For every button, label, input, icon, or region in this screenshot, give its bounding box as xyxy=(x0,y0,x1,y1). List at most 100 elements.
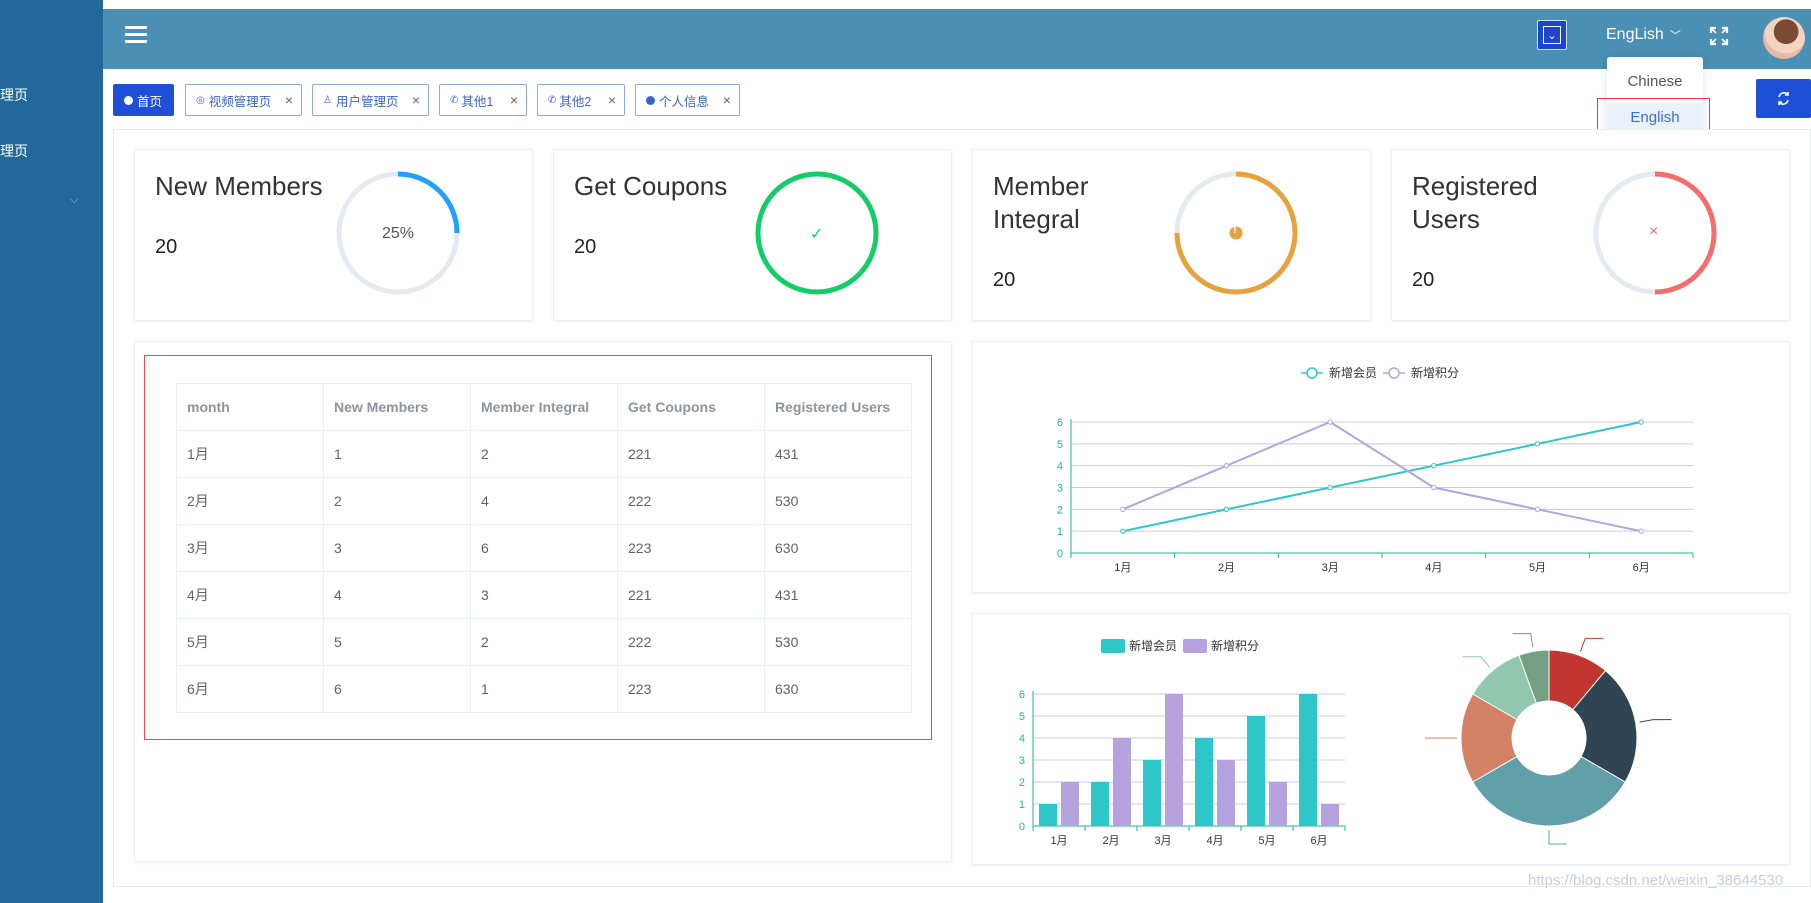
table-cell: 6 xyxy=(323,665,471,713)
table-cell: 630 xyxy=(764,524,912,572)
pie-slice xyxy=(1572,669,1638,783)
close-icon[interactable]: × xyxy=(284,92,293,108)
tab-profile[interactable]: 个人信息 × xyxy=(635,84,740,116)
table-cell: 3 xyxy=(470,571,618,619)
table-row: 6月 6 1 223 630 xyxy=(176,665,912,713)
table-row: 3月 3 6 223 630 xyxy=(176,524,912,572)
x-tick-label: 3月 xyxy=(1322,562,1339,574)
y-tick-label: 6 xyxy=(1057,417,1063,429)
data-point xyxy=(1534,506,1541,513)
language-selector[interactable]: EngLish ﹀ xyxy=(1606,26,1681,44)
bar xyxy=(1113,738,1131,826)
close-icon[interactable]: × xyxy=(509,92,518,108)
language-option-chinese[interactable]: Chinese xyxy=(1627,73,1683,90)
data-point xyxy=(1327,484,1333,491)
close-icon: × xyxy=(1649,223,1659,240)
chevron-down-icon[interactable]: ⌵ xyxy=(70,194,79,206)
sidebar-item-label: 理页 xyxy=(0,143,28,159)
data-point xyxy=(1638,528,1644,534)
stat-card-value: 20 xyxy=(993,269,1016,291)
refresh-icon xyxy=(1778,92,1789,105)
series-line xyxy=(1122,420,1642,533)
bar xyxy=(1061,782,1079,826)
table-cell: 5 xyxy=(323,618,471,666)
data-table: month New Members Member Integral Get Co… xyxy=(176,383,912,713)
close-icon[interactable]: × xyxy=(722,92,731,108)
table-cell: 2 xyxy=(470,618,618,666)
window-top-strip xyxy=(0,0,1811,9)
bar-pie-chart-card: 新增会员 新增积分 0 1 2 3 4 5 6 1月 2月 3月 4月 5月 6月 xyxy=(972,613,1790,865)
y-tick-label: 6 xyxy=(1019,689,1025,701)
x-tick-label: 6月 xyxy=(1633,562,1650,574)
phone-icon: ✆ xyxy=(548,94,557,106)
close-icon[interactable]: × xyxy=(411,92,420,108)
x-tick-label: 3月 xyxy=(1154,835,1171,847)
bar xyxy=(1143,760,1161,826)
pie-label-line xyxy=(1462,656,1491,668)
fullscreen-icon[interactable] xyxy=(1709,26,1729,46)
avatar[interactable] xyxy=(1763,17,1805,59)
tab-home[interactable]: 首页 xyxy=(113,84,174,116)
table-cell: 4 xyxy=(470,477,618,525)
legend-marker xyxy=(1183,639,1207,653)
tab-label: 用户管理页 xyxy=(335,94,399,109)
table-cell: 1月 xyxy=(176,430,324,478)
stat-card-title: Member Integral xyxy=(993,171,1089,234)
bar xyxy=(1091,782,1109,826)
sidebar-item-1[interactable]: 理页 xyxy=(0,85,28,105)
tab-label: 视频管理页 xyxy=(208,94,272,109)
bar xyxy=(1195,738,1213,826)
info-icon xyxy=(646,95,655,105)
table-cell: 3月 xyxy=(176,524,324,572)
table-cell: 1 xyxy=(323,430,471,478)
y-tick-label: 0 xyxy=(1057,548,1063,560)
table-cell: 2 xyxy=(323,477,471,525)
tab-other2[interactable]: ✆ 其他2 × xyxy=(537,84,625,116)
table-cell: 4 xyxy=(323,571,471,619)
bar xyxy=(1321,804,1339,826)
refresh-button[interactable] xyxy=(1756,79,1811,118)
pie-slice xyxy=(1472,755,1626,827)
pie-label-line xyxy=(1512,633,1534,648)
legend-marker xyxy=(1101,639,1125,653)
chevron-down-icon: ﹀ xyxy=(1669,30,1681,42)
legend-label: 新增会员 xyxy=(1129,638,1177,653)
y-tick-label: 2 xyxy=(1019,777,1025,789)
x-tick-label: 2月 xyxy=(1218,562,1235,574)
data-point xyxy=(1223,506,1230,513)
table-cell: 222 xyxy=(617,618,765,666)
chevron-down-icon: ⌄ xyxy=(1543,26,1561,44)
data-point xyxy=(1431,462,1437,469)
table-cell: 4月 xyxy=(176,571,324,619)
column-header: Get Coupons xyxy=(617,383,765,431)
tab-video-manage[interactable]: ◎ 视频管理页 × xyxy=(185,84,302,116)
y-tick-label: 4 xyxy=(1057,461,1063,473)
language-option-english[interactable]: English xyxy=(1607,103,1703,133)
pie-label-line xyxy=(1639,719,1672,723)
data-point xyxy=(1534,441,1541,447)
x-tick-label: 1月 xyxy=(1114,562,1131,574)
y-tick-label: 5 xyxy=(1057,439,1063,451)
x-tick-label: 4月 xyxy=(1425,562,1442,574)
watermark: https://blog.csdn.net/weixin_38644530 xyxy=(1528,872,1784,889)
bar xyxy=(1299,694,1317,826)
table-cell: 2 xyxy=(470,430,618,478)
x-tick-label: 1月 xyxy=(1050,835,1067,847)
stat-card-value: 20 xyxy=(1412,269,1435,291)
close-icon[interactable]: × xyxy=(607,92,616,108)
series-line xyxy=(1122,421,1642,533)
check-icon: ✓ xyxy=(810,226,824,243)
y-tick-label: 4 xyxy=(1019,733,1025,745)
data-point xyxy=(1120,506,1126,513)
theme-dropdown-button[interactable]: ⌄ xyxy=(1537,20,1567,50)
column-header: month xyxy=(176,383,324,431)
menu-collapse-icon[interactable] xyxy=(125,26,147,48)
data-point xyxy=(1431,484,1437,491)
column-header: Member Integral xyxy=(470,383,618,431)
tab-user-manage[interactable]: ♙ 用户管理页 × xyxy=(312,84,429,116)
tab-other1[interactable]: ✆ 其他1 × xyxy=(439,84,527,116)
table-cell: 222 xyxy=(617,477,765,525)
sidebar-item-2[interactable]: 理页 xyxy=(0,141,28,161)
table-row: 1月 1 2 221 431 xyxy=(176,430,912,478)
table-cell: 2月 xyxy=(176,477,324,525)
